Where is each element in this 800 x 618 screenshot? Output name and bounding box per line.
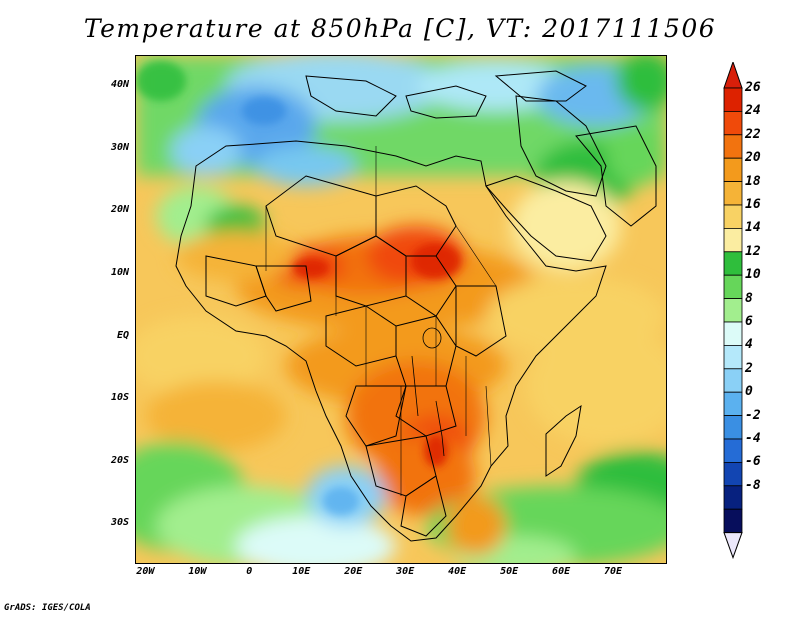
colorbar-swatch: [723, 415, 743, 440]
map-plot: [136, 56, 666, 563]
longitude-tick-label: 30E: [396, 566, 415, 577]
colorbar-swatch: [723, 181, 743, 206]
longitude-tick-label: 60E: [552, 566, 571, 577]
colorbar-min-arrow: [723, 532, 743, 560]
colorbar-tick-label: 14: [745, 220, 761, 236]
colorbar-swatch: [723, 344, 743, 370]
longitude-tick-label: 50E: [500, 566, 519, 577]
colorbar-swatch: [723, 204, 743, 229]
colorbar-swatch: [723, 508, 743, 534]
colorbar-tick-label: -8: [745, 477, 761, 493]
colorbar-swatch: [723, 87, 743, 112]
colorbar-max-arrow: [723, 60, 743, 89]
latitude-tick-label: 30N: [110, 141, 129, 153]
longitude-tick-label: 20E: [344, 566, 363, 577]
country-borders: [265, 146, 497, 496]
colorbar-tick-label: 16: [745, 197, 761, 212]
latitude-tick-label: EQ: [116, 329, 129, 341]
map-title: Temperature at 850hPa [C], VT: 201711150…: [83, 14, 717, 43]
colorbar-tick-label: -4: [745, 431, 761, 446]
colorbar-swatch: [723, 438, 743, 463]
latitude-tick-label: 10N: [110, 267, 129, 279]
longitude-tick-label: 0: [246, 566, 253, 577]
colorbar-tick-label: 2: [745, 360, 753, 376]
colorbar-swatch: [723, 274, 743, 299]
colorbar-tick-label: 12: [745, 243, 761, 259]
colorbar-swatch: [723, 157, 743, 182]
colorbar-tick-label: 6: [745, 314, 753, 329]
temperature-map: [135, 55, 667, 564]
colorbar-swatch: [723, 461, 743, 487]
colorbar-tick-label: 8: [745, 290, 753, 306]
longitude-tick-label: 10W: [188, 566, 207, 577]
colorbar-swatch: [723, 251, 743, 276]
colorbar-tick-label: -6: [745, 454, 761, 470]
colorbar-tick-label: 20: [745, 150, 761, 166]
colorbar-svg: [723, 60, 743, 560]
colorbar: [722, 60, 744, 566]
longitude-tick-label: 40E: [448, 566, 467, 577]
latitude-tick-label: 40N: [110, 79, 129, 91]
colorbar-tick-label: 4: [745, 337, 753, 353]
colorbar-swatch: [723, 298, 743, 323]
latitude-tick-label: 30S: [110, 517, 129, 529]
colorbar-tick-label: 24: [745, 103, 761, 119]
colorbar-swatch: [723, 227, 743, 253]
latitude-tick-label: 10S: [110, 392, 129, 404]
colorbar-swatch: [723, 134, 743, 159]
longitude-tick-label: 70E: [604, 566, 623, 577]
colorbar-swatch: [723, 111, 743, 136]
longitude-tick-label: 10E: [292, 566, 311, 577]
longitude-tick-label: 20W: [136, 566, 155, 577]
temperature-detail: [136, 61, 461, 515]
colorbar-swatch: [723, 368, 743, 393]
lakes: [411, 327, 445, 457]
colorbar-tick-label: 26: [745, 80, 761, 95]
colorbar-tick-label: 10: [745, 267, 761, 283]
colorbar-swatch: [723, 321, 743, 346]
colorbar-tick-label: 22: [745, 126, 761, 142]
colorbar-swatch: [723, 485, 743, 510]
latitude-tick-label: 20S: [110, 454, 129, 466]
latitude-tick-label: 20N: [110, 204, 129, 216]
colorbar-tick-label: 18: [745, 173, 761, 189]
colorbar-tick-label: 0: [745, 384, 753, 400]
colorbar-tick-label: -2: [745, 407, 761, 423]
colorbar-swatch: [723, 391, 743, 417]
footer-credit: GrADS: IGES/COLA: [4, 603, 91, 613]
